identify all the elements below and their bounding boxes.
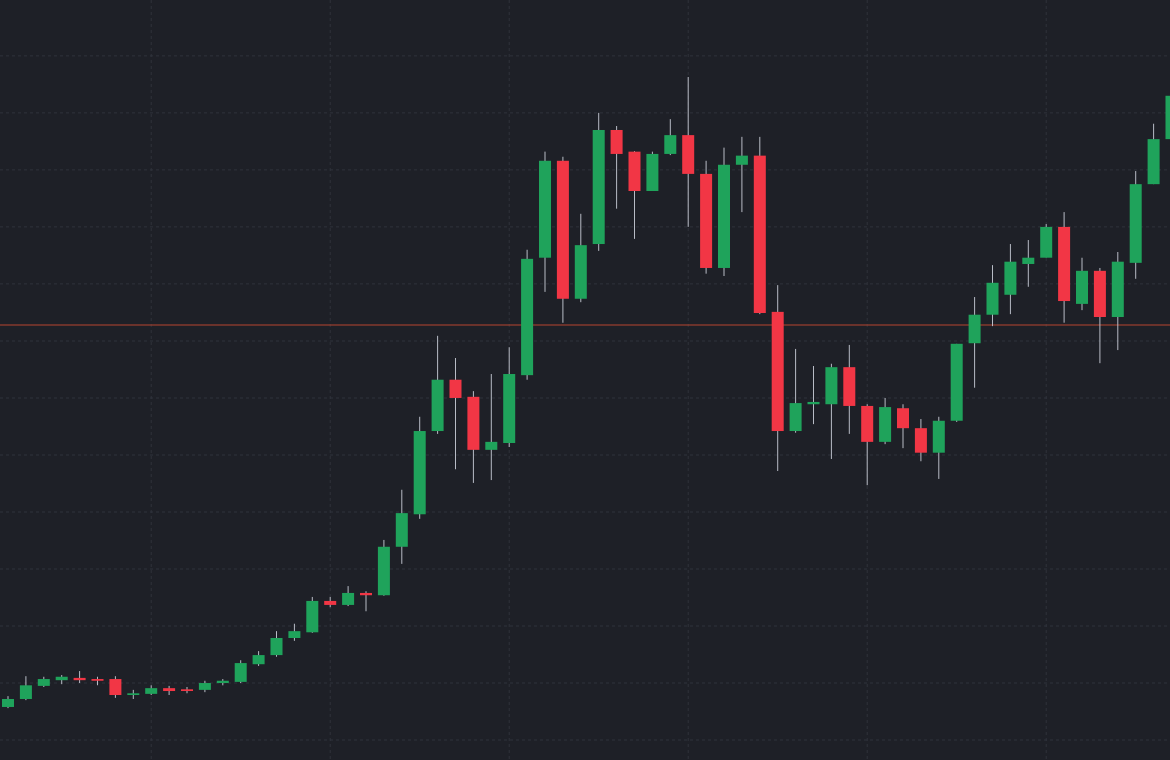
candle-body <box>503 374 516 444</box>
candle-body <box>879 407 892 442</box>
candle-body <box>467 396 480 450</box>
candle-body <box>968 314 981 344</box>
candle-body <box>19 685 32 699</box>
candle-body <box>270 637 283 656</box>
candle-body <box>73 677 86 681</box>
candle-body <box>1147 139 1160 185</box>
candle-body <box>646 153 659 191</box>
candle-body <box>127 693 140 696</box>
candle-body <box>807 401 820 405</box>
candle-body <box>789 403 802 432</box>
candle-body <box>897 408 909 429</box>
candle-body <box>1004 261 1017 295</box>
candle-body <box>395 513 408 547</box>
candle-body <box>55 676 68 681</box>
candle-body <box>1165 95 1170 140</box>
candle-body <box>664 135 677 154</box>
candle-body <box>377 546 390 596</box>
candle-body <box>37 679 50 686</box>
candle-body <box>1093 270 1106 317</box>
candle-body <box>342 592 355 605</box>
candle-body <box>932 420 945 453</box>
candle-body <box>753 155 766 314</box>
candle-body <box>592 129 605 245</box>
candle-body <box>861 405 874 442</box>
candle-body <box>556 160 569 299</box>
candle-body <box>682 135 695 174</box>
candle-body <box>1111 261 1124 317</box>
candle-body <box>700 173 713 268</box>
candle-body <box>109 679 122 696</box>
candle-body <box>252 655 265 665</box>
candle-body <box>181 689 193 692</box>
candle-body <box>91 679 104 681</box>
candle-body <box>216 680 229 684</box>
candle-body <box>431 379 444 432</box>
candle-body <box>198 683 211 690</box>
candle-body <box>306 600 319 633</box>
candle-body <box>1076 270 1088 304</box>
candle-body <box>1129 184 1142 263</box>
candle-body <box>145 688 158 694</box>
candle-body <box>1040 226 1053 258</box>
candle-body <box>288 631 301 638</box>
candle-body <box>521 258 534 376</box>
candle-body <box>413 431 426 515</box>
candle-body <box>825 367 838 405</box>
candle-body <box>843 367 856 406</box>
candle-body <box>449 379 462 398</box>
candle-body <box>324 600 337 605</box>
candle-body <box>718 164 730 268</box>
candle-body <box>163 688 176 692</box>
candle-body <box>1022 257 1035 264</box>
candle-body <box>574 245 587 299</box>
candle-body <box>485 441 498 450</box>
candle-body <box>1058 226 1071 302</box>
candle-body <box>628 151 641 191</box>
candle-body <box>360 592 372 596</box>
candle-body <box>914 428 927 453</box>
candle-body <box>539 160 551 258</box>
candle-body <box>234 663 247 682</box>
candle-body <box>771 311 784 432</box>
candle-body <box>950 343 963 421</box>
candle-body <box>735 155 748 165</box>
candle-body <box>2 698 14 707</box>
candle-body <box>610 129 623 154</box>
candle-body <box>986 282 999 315</box>
